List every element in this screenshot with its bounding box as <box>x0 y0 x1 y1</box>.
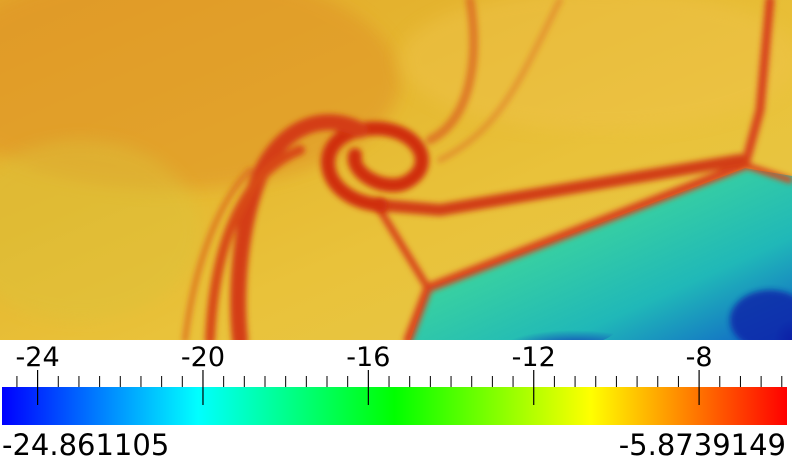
colorbar-tick-label: -16 <box>346 342 391 373</box>
colorbar-minor-ticks <box>16 376 783 387</box>
colorbar-tick-label: -8 <box>685 342 713 373</box>
colorbar-tick-label: -24 <box>15 342 60 373</box>
contour-field-plot <box>0 0 792 340</box>
colorbar-range-min: -24.861105 <box>2 428 170 462</box>
colorbar-major-ticks <box>37 370 700 405</box>
low-value-region <box>410 168 792 340</box>
shock-lines <box>374 0 792 340</box>
colorbar-tick-label: -12 <box>511 342 556 373</box>
colorbar-graphic <box>2 370 787 425</box>
colorbar-tick-label: -20 <box>180 342 226 373</box>
color-scale-bar: -24 -20 -16 -12 -8 -24.861105 -5.8739149 <box>0 340 792 462</box>
colorbar-range-max: -5.8739149 <box>618 428 786 462</box>
spiral-vortex <box>182 0 563 340</box>
colormap-bar <box>2 387 787 425</box>
